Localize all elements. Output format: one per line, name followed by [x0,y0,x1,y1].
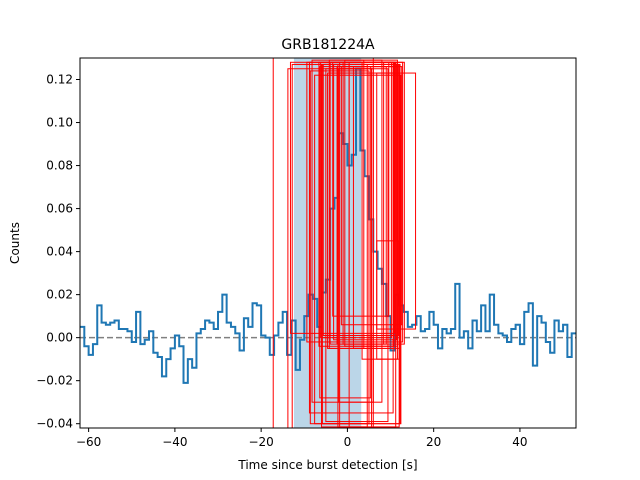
x-tick-label: 0 [344,435,352,449]
y-tick-label: 0.12 [46,73,73,87]
x-tick-label: −60 [76,435,101,449]
y-tick-label: 0.04 [46,245,73,259]
plot-area [80,58,576,428]
detection-box [325,68,389,423]
detection-box [319,66,372,399]
x-axis-label: Time since burst detection [s] [237,458,417,472]
detection-box [376,240,400,360]
x-tick-label: 20 [426,435,441,449]
x-tick-label: 40 [512,435,527,449]
axes-frame [79,57,577,429]
y-axis: −0.04 −0.02 0.00 0.02 0.04 0.06 0.08 0.10 0.12 [36,73,80,431]
detection-box [321,63,368,428]
detection-boxes [272,58,417,428]
y-tick-label: 0.08 [46,159,73,173]
y-tick-label: 0.02 [46,288,73,302]
y-tick-label: −0.02 [36,374,73,388]
y-tick-label: 0.00 [46,331,73,345]
y-tick-label: −0.04 [36,417,73,431]
x-tick-label: −40 [162,435,187,449]
detection-box [328,59,365,349]
y-tick-label: 0.06 [46,202,73,216]
y-tick-label: 0.10 [46,116,73,130]
y-axis-label: Counts [8,222,22,264]
x-axis: −60 −40 −20 0 20 40 [76,428,528,449]
x-tick-label: −20 [248,435,273,449]
chart-title: GRB181224A [281,37,375,53]
